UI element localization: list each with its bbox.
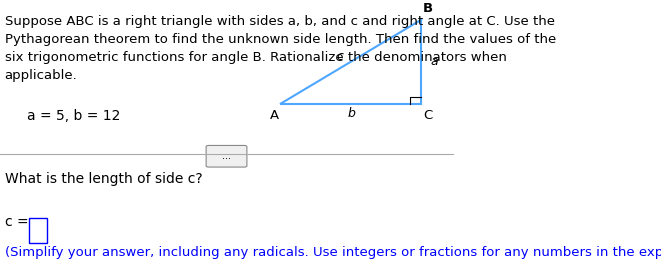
Text: B: B (423, 2, 433, 15)
Text: c: c (336, 50, 343, 63)
FancyBboxPatch shape (30, 218, 47, 243)
Text: (Simplify your answer, including any radicals. Use integers or fractions for any: (Simplify your answer, including any rad… (5, 246, 661, 259)
Text: ...: ... (222, 151, 231, 161)
Text: A: A (270, 109, 279, 122)
Text: Suppose ABC is a right triangle with sides a, b, and c and right angle at C. Use: Suppose ABC is a right triangle with sid… (5, 15, 556, 81)
Text: c =: c = (5, 215, 28, 229)
FancyBboxPatch shape (206, 145, 247, 167)
Text: C: C (424, 109, 433, 122)
Text: a = 5, b = 12: a = 5, b = 12 (27, 109, 120, 123)
Text: b: b (347, 107, 355, 120)
Text: What is the length of side c?: What is the length of side c? (5, 172, 202, 186)
Text: a: a (430, 55, 438, 68)
